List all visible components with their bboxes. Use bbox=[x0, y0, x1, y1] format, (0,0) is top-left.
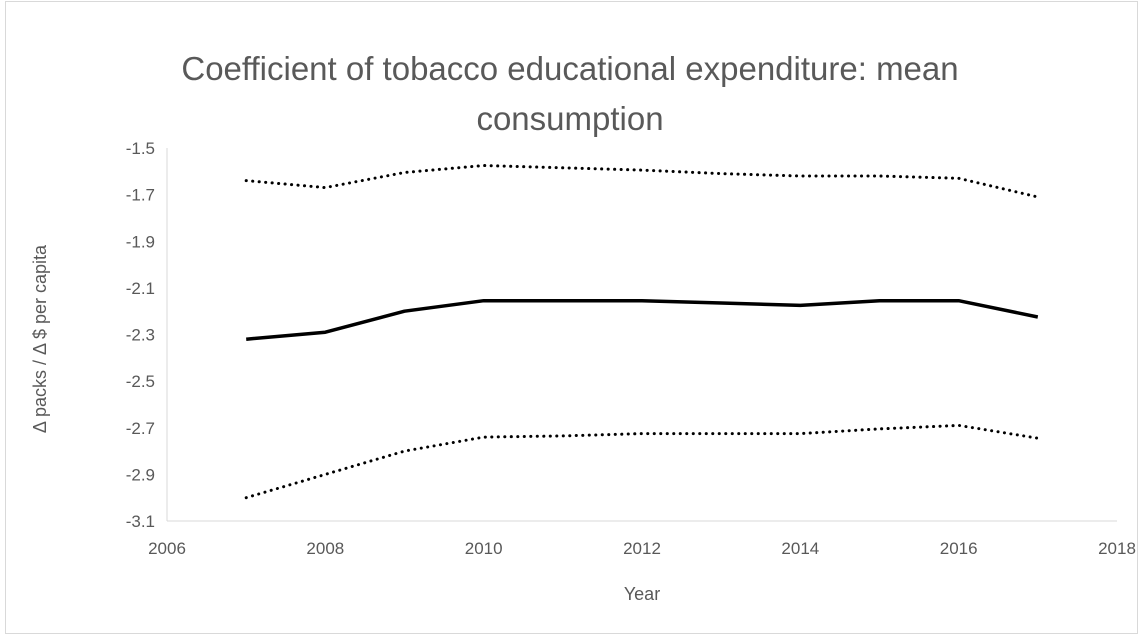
y-tick-label: -2.7 bbox=[126, 419, 155, 438]
y-tick-label: -2.9 bbox=[126, 465, 155, 484]
series-line-upper-bound bbox=[244, 164, 1040, 199]
x-tick-label: 2010 bbox=[465, 539, 503, 558]
y-tick-label: -3.1 bbox=[126, 512, 155, 531]
y-tick-labels: -1.5 -1.7 -1.9 -2.1 -2.3 -2.5 -2.7 -2.9 -3.1 bbox=[126, 139, 155, 531]
x-tick-label: 2008 bbox=[306, 539, 344, 558]
y-tick-label: -2.3 bbox=[126, 326, 155, 345]
series-layer bbox=[244, 164, 1040, 500]
x-tick-label: 2018 bbox=[1098, 539, 1136, 558]
y-tick-label: -1.5 bbox=[126, 139, 155, 158]
y-tick-label: -2.1 bbox=[126, 279, 155, 298]
y-tick-label: -1.9 bbox=[126, 232, 155, 251]
x-tick-label: 2006 bbox=[148, 539, 186, 558]
x-axis-title: Year bbox=[624, 584, 660, 604]
x-tick-label: 2012 bbox=[623, 539, 661, 558]
x-tick-labels: 2006 2008 2010 2012 2014 2016 2018 bbox=[148, 539, 1136, 558]
y-tick-label: -2.5 bbox=[126, 372, 155, 391]
series-line-lower-bound bbox=[244, 423, 1040, 500]
y-tick-label: -1.7 bbox=[126, 186, 155, 205]
x-tick-label: 2014 bbox=[781, 539, 819, 558]
chart-title-line-2: consumption bbox=[476, 100, 663, 137]
series-line-mean bbox=[246, 298, 1039, 341]
chart-title-line-1: Coefficient of tobacco educational expen… bbox=[181, 50, 958, 87]
x-tick-label: 2016 bbox=[940, 539, 978, 558]
y-axis-title: Δ packs / Δ $ per capita bbox=[30, 244, 50, 433]
chart-border bbox=[5, 1, 1138, 634]
